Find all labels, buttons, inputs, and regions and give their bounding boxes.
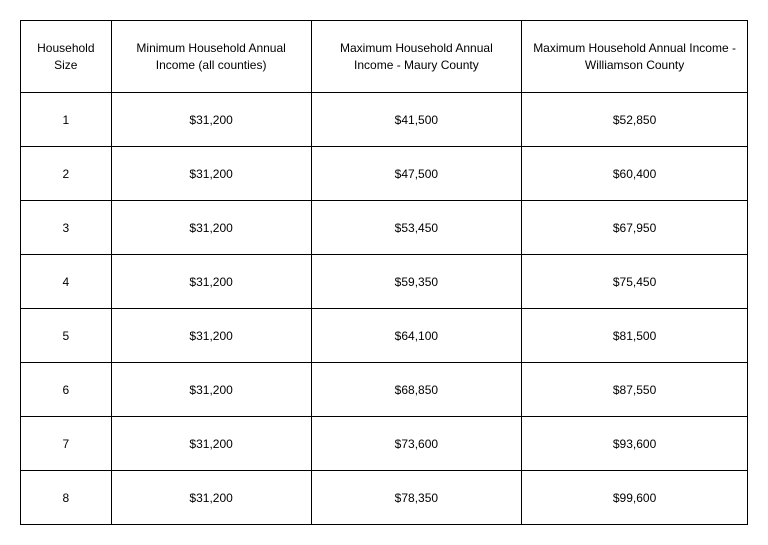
table-row: 7 $31,200 $73,600 $93,600 bbox=[21, 417, 748, 471]
cell-max-williamson: $60,400 bbox=[522, 147, 748, 201]
cell-max-williamson: $99,600 bbox=[522, 471, 748, 525]
cell-max-williamson: $81,500 bbox=[522, 309, 748, 363]
cell-min-income: $31,200 bbox=[111, 309, 311, 363]
income-limits-table: Household Size Minimum Household Annual … bbox=[20, 20, 748, 525]
cell-household-size: 5 bbox=[21, 309, 112, 363]
cell-max-maury: $41,500 bbox=[311, 93, 522, 147]
table-header: Household Size Minimum Household Annual … bbox=[21, 21, 748, 93]
income-limits-table-container: Household Size Minimum Household Annual … bbox=[20, 20, 748, 525]
cell-min-income: $31,200 bbox=[111, 471, 311, 525]
cell-max-maury: $78,350 bbox=[311, 471, 522, 525]
cell-max-maury: $47,500 bbox=[311, 147, 522, 201]
table-row: 1 $31,200 $41,500 $52,850 bbox=[21, 93, 748, 147]
column-header-household-size: Household Size bbox=[21, 21, 112, 93]
cell-max-williamson: $52,850 bbox=[522, 93, 748, 147]
cell-min-income: $31,200 bbox=[111, 417, 311, 471]
cell-household-size: 1 bbox=[21, 93, 112, 147]
cell-min-income: $31,200 bbox=[111, 93, 311, 147]
column-header-min-income: Minimum Household Annual Income (all cou… bbox=[111, 21, 311, 93]
cell-max-maury: $68,850 bbox=[311, 363, 522, 417]
table-row: 6 $31,200 $68,850 $87,550 bbox=[21, 363, 748, 417]
table-row: 3 $31,200 $53,450 $67,950 bbox=[21, 201, 748, 255]
table-row: 5 $31,200 $64,100 $81,500 bbox=[21, 309, 748, 363]
table-header-row: Household Size Minimum Household Annual … bbox=[21, 21, 748, 93]
cell-max-williamson: $75,450 bbox=[522, 255, 748, 309]
column-header-max-income-williamson: Maximum Household Annual Income - Willia… bbox=[522, 21, 748, 93]
cell-min-income: $31,200 bbox=[111, 147, 311, 201]
cell-min-income: $31,200 bbox=[111, 255, 311, 309]
cell-max-williamson: $87,550 bbox=[522, 363, 748, 417]
cell-max-maury: $64,100 bbox=[311, 309, 522, 363]
cell-household-size: 3 bbox=[21, 201, 112, 255]
table-row: 2 $31,200 $47,500 $60,400 bbox=[21, 147, 748, 201]
cell-max-williamson: $93,600 bbox=[522, 417, 748, 471]
cell-max-williamson: $67,950 bbox=[522, 201, 748, 255]
cell-household-size: 8 bbox=[21, 471, 112, 525]
cell-household-size: 4 bbox=[21, 255, 112, 309]
column-header-max-income-maury: Maximum Household Annual Income - Maury … bbox=[311, 21, 522, 93]
cell-household-size: 6 bbox=[21, 363, 112, 417]
cell-min-income: $31,200 bbox=[111, 201, 311, 255]
cell-household-size: 7 bbox=[21, 417, 112, 471]
table-body: 1 $31,200 $41,500 $52,850 2 $31,200 $47,… bbox=[21, 93, 748, 525]
table-row: 4 $31,200 $59,350 $75,450 bbox=[21, 255, 748, 309]
cell-max-maury: $59,350 bbox=[311, 255, 522, 309]
cell-min-income: $31,200 bbox=[111, 363, 311, 417]
cell-max-maury: $53,450 bbox=[311, 201, 522, 255]
table-row: 8 $31,200 $78,350 $99,600 bbox=[21, 471, 748, 525]
cell-max-maury: $73,600 bbox=[311, 417, 522, 471]
cell-household-size: 2 bbox=[21, 147, 112, 201]
